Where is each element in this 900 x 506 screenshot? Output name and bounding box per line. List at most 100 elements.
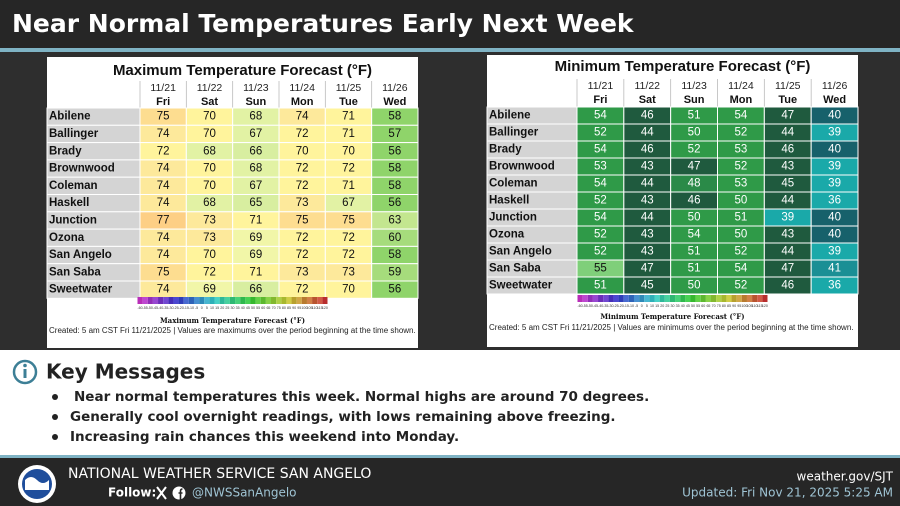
messages-title: Key Messages bbox=[46, 360, 205, 384]
temp: 39 bbox=[828, 127, 841, 139]
scale-label: -55 bbox=[143, 306, 148, 310]
scale-label: -10 bbox=[629, 304, 634, 308]
temp: 68 bbox=[203, 145, 216, 157]
scale-swatch bbox=[271, 297, 277, 304]
scale-swatch bbox=[281, 297, 287, 304]
date: 11/23 bbox=[243, 82, 269, 94]
day: Sun bbox=[245, 96, 266, 108]
scale-swatch bbox=[240, 297, 246, 304]
scale-label: 120 bbox=[322, 306, 328, 310]
scale-label: 30 bbox=[671, 304, 675, 308]
temp: 53 bbox=[735, 144, 748, 156]
temp: 74 bbox=[157, 197, 170, 209]
scale-swatch bbox=[669, 295, 676, 302]
scale-swatch bbox=[639, 295, 645, 302]
fb-icon-f bbox=[178, 488, 183, 500]
day: Fri bbox=[156, 96, 170, 108]
scale-label: -40 bbox=[158, 306, 163, 310]
scale-swatch bbox=[675, 295, 681, 302]
temp: 54 bbox=[594, 178, 607, 190]
scale-swatch bbox=[199, 297, 205, 304]
scale-swatch bbox=[680, 295, 686, 302]
city: Abilene bbox=[49, 111, 91, 123]
temp: 65 bbox=[249, 197, 262, 209]
temp: 66 bbox=[249, 284, 262, 296]
scale-label: 75 bbox=[717, 304, 721, 308]
scale-swatch bbox=[644, 295, 650, 302]
temp: 40 bbox=[828, 144, 841, 156]
temp: 56 bbox=[388, 145, 401, 157]
scale-label: -50 bbox=[588, 304, 593, 308]
temp: 67 bbox=[249, 180, 262, 192]
day: Wed bbox=[383, 96, 406, 108]
date: 11/22 bbox=[197, 82, 223, 94]
scale-swatch bbox=[183, 297, 189, 304]
temp: 53 bbox=[594, 161, 607, 173]
handle[interactable]: @NWSSanAngelo bbox=[192, 486, 297, 500]
scale-swatch bbox=[613, 295, 619, 302]
scale-swatch bbox=[224, 297, 230, 304]
temp: 46 bbox=[781, 280, 794, 292]
temp: 70 bbox=[203, 180, 216, 192]
temp: 47 bbox=[641, 263, 654, 275]
temp: 59 bbox=[388, 266, 401, 278]
scale-label: 80 bbox=[282, 306, 286, 310]
header-bar bbox=[0, 0, 900, 48]
city: San Saba bbox=[489, 263, 541, 275]
scale-swatch bbox=[255, 297, 261, 304]
city: Coleman bbox=[49, 180, 98, 192]
scale-label: 80 bbox=[722, 304, 726, 308]
temp: 52 bbox=[735, 280, 748, 292]
temp: 75 bbox=[157, 266, 170, 278]
temp: 46 bbox=[781, 144, 794, 156]
message: Increasing rain chances this weekend int… bbox=[70, 429, 459, 445]
temp: 43 bbox=[641, 195, 654, 207]
scale-swatch bbox=[577, 295, 583, 302]
temp: 70 bbox=[203, 128, 216, 140]
temp: 52 bbox=[735, 161, 748, 173]
temp: 56 bbox=[388, 197, 401, 209]
scale-swatch bbox=[317, 297, 323, 304]
temp: 58 bbox=[388, 249, 401, 261]
date: 11/23 bbox=[681, 80, 707, 92]
temp: 77 bbox=[157, 214, 170, 226]
temp: 52 bbox=[594, 246, 607, 258]
temp: 54 bbox=[594, 144, 607, 156]
temp: 51 bbox=[688, 110, 701, 122]
city: Junction bbox=[49, 214, 97, 226]
tables: Maximum Temperature Forecast (°F) 11/21 Fr… bbox=[46, 58, 859, 335]
temp: 72 bbox=[342, 249, 355, 261]
day: Mon bbox=[291, 96, 314, 108]
temp: 45 bbox=[781, 178, 794, 190]
temp: 43 bbox=[641, 246, 654, 258]
messages-bg bbox=[0, 350, 900, 455]
temp: 71 bbox=[342, 180, 355, 192]
scale-swatch bbox=[700, 295, 706, 302]
messages: Near normal temperatures this week. Norm… bbox=[52, 389, 649, 445]
temp: 60 bbox=[388, 232, 401, 244]
scale-label: 25 bbox=[665, 304, 669, 308]
scale-label: 90 bbox=[292, 306, 296, 310]
scale-label: -5 bbox=[195, 306, 198, 310]
temp: 46 bbox=[688, 195, 701, 207]
scale-label: -45 bbox=[593, 304, 598, 308]
website[interactable]: weather.gov/SJT bbox=[797, 470, 894, 484]
scale-swatch bbox=[286, 297, 292, 304]
scale-swatch bbox=[628, 295, 634, 302]
scale-swatch bbox=[705, 295, 712, 302]
scale-label: 5 bbox=[646, 304, 648, 308]
temp: 55 bbox=[594, 263, 607, 275]
scale-swatch bbox=[312, 297, 318, 304]
scale-swatch bbox=[721, 295, 727, 302]
city: Brownwood bbox=[49, 163, 115, 175]
scale-swatch bbox=[592, 295, 599, 302]
date: 11/26 bbox=[382, 82, 408, 94]
city: San Angelo bbox=[49, 249, 112, 261]
header-rule bbox=[0, 48, 900, 52]
scale-label: 105 bbox=[747, 304, 753, 308]
temp: 75 bbox=[157, 111, 170, 123]
city: San Saba bbox=[49, 266, 101, 278]
temp: 46 bbox=[641, 110, 654, 122]
temp: 75 bbox=[296, 214, 309, 226]
